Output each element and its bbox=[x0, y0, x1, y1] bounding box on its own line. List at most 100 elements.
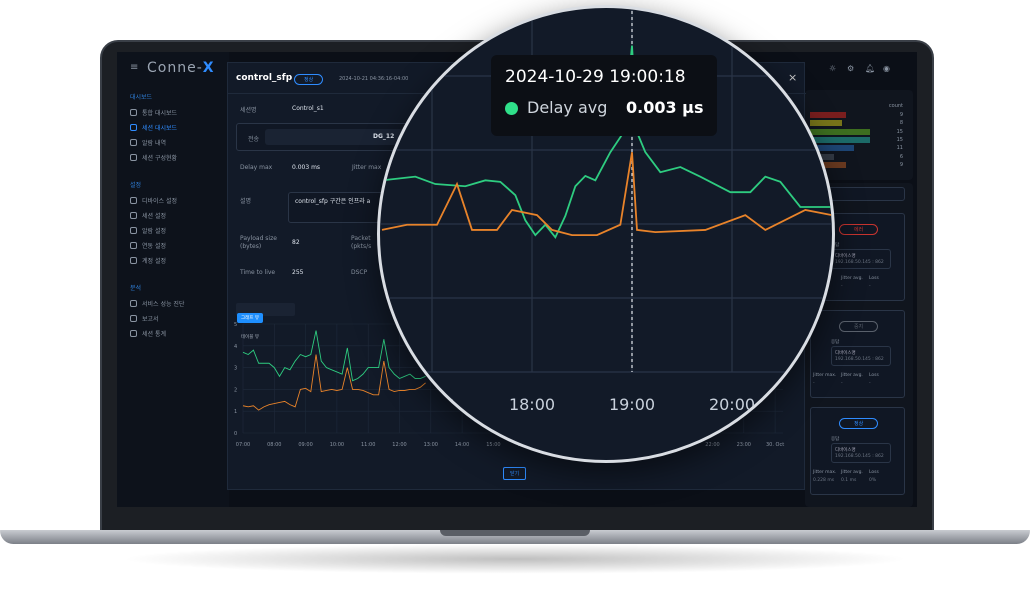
count-value: 15 bbox=[896, 128, 903, 135]
delay-max-label: Delay max bbox=[240, 164, 273, 171]
count-bar bbox=[810, 128, 870, 135]
zoom-series-line-0 bbox=[381, 45, 831, 240]
device-name: 디바이스명 bbox=[835, 448, 856, 453]
sidebar-item[interactable]: 세션 대시보드 bbox=[130, 123, 177, 132]
chart-icon bbox=[130, 330, 137, 337]
device-box: 디바이스명 192.168.50.145 : 862 bbox=[831, 443, 891, 463]
y-tick-label: 5 bbox=[234, 322, 237, 328]
session-card[interactable]: 중지 응답 디바이스명 192.168.50.145 : 862 Jitter m… bbox=[810, 310, 905, 398]
sidebar-item-label: 세션 구성현황 bbox=[142, 155, 178, 162]
count-bar bbox=[810, 145, 854, 152]
x-tick-label: 13:00 bbox=[424, 442, 438, 448]
sidebar-item[interactable]: 알람 내역 bbox=[130, 138, 166, 147]
metric-label: Loss bbox=[869, 373, 879, 378]
y-tick-label: 0 bbox=[234, 431, 237, 437]
metric-value: - bbox=[869, 381, 871, 386]
tooltip-series: Delay avg bbox=[527, 98, 608, 117]
settings-icon[interactable]: ⚙ bbox=[847, 64, 855, 73]
count-header: count bbox=[888, 103, 903, 109]
timestamp: 2024-10-21 04:36:16-04:00 bbox=[339, 76, 409, 82]
sidebar: ≡ Conne-X 대시보드 통합 대시보드 세션 대시보드 알람 내역 세션 구성현황… bbox=[117, 52, 229, 507]
payload-value: 82 bbox=[292, 239, 300, 246]
count-bar bbox=[810, 112, 846, 118]
dscp-label: DSCP bbox=[351, 269, 368, 276]
x-tick-label: 15:00 bbox=[486, 442, 500, 448]
sidebar-item-label: 세션 대시보드 bbox=[142, 125, 178, 132]
sidebar-item[interactable]: 계정 설정 bbox=[130, 256, 166, 265]
session-icon bbox=[130, 124, 137, 131]
device-name: 디바이스명 bbox=[835, 254, 856, 259]
metric-label: Jitter avg. bbox=[841, 373, 863, 378]
metric-value: - bbox=[869, 284, 871, 289]
status-badge: 정상 bbox=[294, 74, 324, 85]
device-address: 192.168.50.145 : 862 bbox=[835, 260, 884, 265]
metric-value: - bbox=[841, 381, 843, 386]
response-label: 응답 bbox=[831, 437, 840, 442]
session-name-label: 세션명 bbox=[240, 107, 257, 114]
sidebar-item[interactable]: 서비스 성능 진단 bbox=[130, 299, 184, 308]
metric-label: Jitter avg. bbox=[841, 470, 863, 475]
diagnosis-icon bbox=[130, 300, 137, 307]
menu-icon[interactable]: ≡ bbox=[130, 62, 139, 73]
chart-tooltip: 2024-10-29 19:00:18 Delay avg 0.003 µs bbox=[491, 55, 717, 136]
sidebar-item-label: 알람 설정 bbox=[142, 228, 166, 235]
count-bar bbox=[810, 161, 846, 168]
delay-max-value: 0.003 ms bbox=[292, 164, 321, 171]
laptop-shadow bbox=[120, 544, 910, 574]
x-tick-label: 19:00 bbox=[609, 395, 655, 414]
device-address: 192.168.50.145 : 862 bbox=[835, 357, 884, 362]
sidebar-item-label: 서비스 성능 진단 bbox=[142, 301, 185, 308]
packet-unit-label: (pkts/s bbox=[351, 243, 372, 250]
sidebar-item[interactable]: 연동 설정 bbox=[130, 241, 166, 250]
device-box: 디바이스명 192.168.50.145 : 862 bbox=[831, 346, 891, 366]
response-label: 응답 bbox=[831, 243, 840, 248]
sidebar-item-label: 디바이스 설정 bbox=[142, 198, 178, 205]
close-icon[interactable]: × bbox=[788, 71, 798, 84]
x-tick-label: 22:00 bbox=[705, 442, 719, 448]
user-icon bbox=[130, 257, 137, 264]
y-tick-label: 1 bbox=[234, 409, 237, 415]
y-tick-label: 2 bbox=[234, 387, 237, 393]
transfer-value: DG_12 bbox=[373, 133, 395, 140]
count-bar bbox=[810, 136, 870, 143]
count-value: 15 bbox=[896, 136, 903, 143]
x-tick-label: 14:00 bbox=[455, 442, 469, 448]
sidebar-item[interactable]: 알람 설정 bbox=[130, 226, 166, 235]
y-tick-label: 3 bbox=[234, 366, 237, 372]
payload-unit-label: (bytes) bbox=[240, 243, 262, 250]
link-icon bbox=[130, 242, 137, 249]
sidebar-item-label: 세션 설정 bbox=[142, 213, 166, 220]
sidebar-section-title: 설정 bbox=[130, 182, 142, 189]
sidebar-item[interactable]: 세션 통계 bbox=[130, 329, 166, 338]
sun-icon[interactable]: ☼ bbox=[829, 64, 837, 73]
sidebar-item[interactable]: 세션 구성현황 bbox=[130, 153, 177, 162]
tab-graph-view[interactable]: 그래프 뷰 bbox=[237, 313, 263, 323]
x-tick-label: 30. Oct bbox=[766, 442, 784, 448]
sidebar-item[interactable]: 통합 대시보드 bbox=[130, 108, 177, 117]
metric-value: 0.1 ms bbox=[841, 478, 857, 483]
bell-icon[interactable]: 🔔︎ bbox=[865, 64, 876, 73]
laptop-base bbox=[0, 530, 1030, 544]
metric-value: - bbox=[813, 381, 815, 386]
session-card[interactable]: 정상 응답 디바이스명 192.168.50.145 : 862 Jitter m… bbox=[810, 407, 905, 495]
sidebar-section-title: 분석 bbox=[130, 285, 142, 292]
close-button[interactable]: 닫기 bbox=[503, 467, 527, 480]
jitter-max-label: Jitter max bbox=[352, 164, 382, 171]
metric-label: Jitter max. bbox=[813, 373, 837, 378]
device-name: 디바이스명 bbox=[835, 351, 856, 356]
sidebar-item-label: 연동 설정 bbox=[142, 243, 166, 250]
packet-label: Packet bbox=[351, 235, 371, 242]
sidebar-item[interactable]: 세션 설정 bbox=[130, 211, 166, 220]
sidebar-item[interactable]: 보고서 bbox=[130, 314, 159, 323]
sidebar-item-label: 계정 설정 bbox=[142, 258, 166, 265]
status-badge: 중지 bbox=[839, 321, 879, 332]
x-tick-label: 11:00 bbox=[361, 442, 375, 448]
count-value: 9 bbox=[899, 161, 903, 168]
user-icon[interactable]: ◉ bbox=[883, 64, 890, 73]
x-tick-label: 07:00 bbox=[236, 442, 250, 448]
status-badge: 에러 bbox=[839, 224, 879, 235]
count-value: 6 bbox=[899, 153, 903, 160]
logo: Conne-X bbox=[147, 60, 215, 76]
sidebar-item[interactable]: 디바이스 설정 bbox=[130, 196, 177, 205]
tab-table-view[interactable]: 테이블 뷰 bbox=[241, 335, 259, 340]
